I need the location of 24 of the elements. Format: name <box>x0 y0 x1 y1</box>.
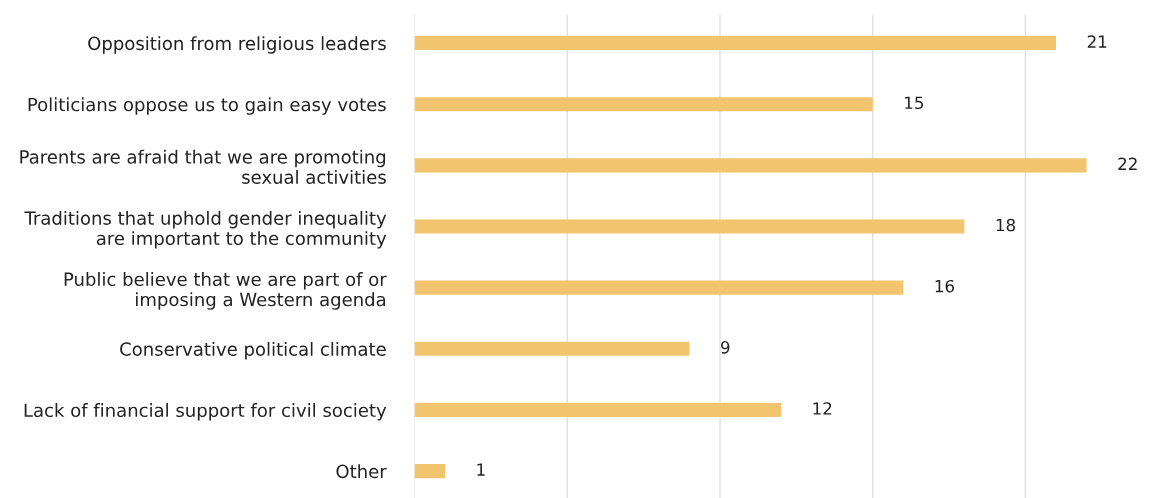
y-tick-label: Public believe that we are part of or imposing a Western agenda <box>64 272 387 310</box>
y-tick-label: Conservative political climate <box>120 341 386 360</box>
y-tick-label: Politicians oppose us to gain easy votes <box>28 97 386 115</box>
bar <box>414 36 1057 51</box>
data-label: 21 <box>1087 35 1107 48</box>
data-label: 1 <box>477 463 485 476</box>
bar <box>414 219 965 234</box>
bar <box>414 464 446 479</box>
data-label: 16 <box>935 279 954 293</box>
data-label: 18 <box>996 218 1015 232</box>
data-label: 12 <box>813 402 832 415</box>
y-tick-label: Traditions that uphold gender inequality are important to the community <box>24 210 387 249</box>
y-tick-label: Lack of financial support for civil society <box>24 403 387 421</box>
y-tick-label: Other <box>336 464 387 479</box>
bar <box>414 158 1087 173</box>
y-tick-label: Opposition from religious leaders <box>88 36 386 54</box>
bar <box>414 402 782 417</box>
bar <box>414 341 690 356</box>
data-label: 9 <box>721 341 730 354</box>
data-label: 15 <box>905 96 924 110</box>
bar <box>414 97 873 112</box>
y-tick-label: Parents are afraid that we are promoting sexual activities <box>20 149 386 184</box>
data-label: 22 <box>1118 157 1137 170</box>
bar <box>414 280 904 295</box>
